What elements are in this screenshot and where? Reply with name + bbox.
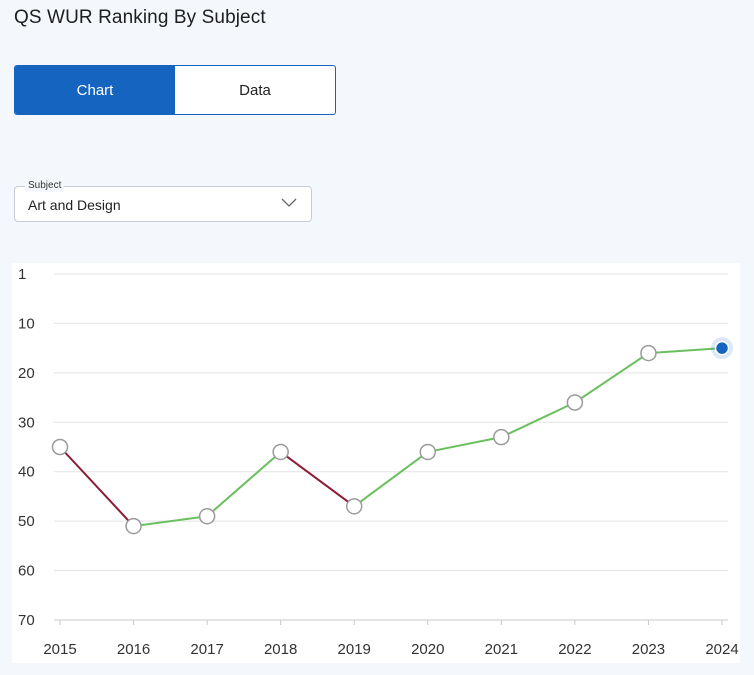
data-point <box>198 507 216 525</box>
x-tick-label: 2023 <box>632 641 665 658</box>
ranking-chart: 1 10 20 30 40 50 60 70 2015 2016 2017 2018 2019 2020 2… <box>12 263 740 663</box>
data-point <box>493 428 510 446</box>
data-point <box>125 517 142 535</box>
data-point <box>51 438 69 456</box>
x-tick-label: 2021 <box>485 641 518 658</box>
data-point <box>272 443 289 461</box>
page-title: QS WUR Ranking By Subject <box>14 7 266 28</box>
x-tick-label: 2015 <box>43 641 76 658</box>
declining-segment <box>280 451 355 508</box>
x-tick-label: 2017 <box>190 641 223 658</box>
improving-segment <box>206 451 282 517</box>
data-point <box>345 498 363 515</box>
subject-select[interactable]: Subject Art and Design <box>14 180 312 222</box>
x-tick-label: 2016 <box>117 641 150 658</box>
view-toggle: Chart Data <box>14 65 336 115</box>
y-tick-label: 70 <box>18 612 35 629</box>
improving-segment <box>500 401 576 439</box>
y-tick-label: 20 <box>18 365 35 382</box>
x-tick-label: 2022 <box>558 641 591 658</box>
x-tick-label: 2020 <box>411 641 444 658</box>
chart-tab-button[interactable]: Chart <box>15 66 175 114</box>
data-point-highlighted <box>714 340 730 356</box>
improving-segment <box>427 436 502 453</box>
declining-segment <box>59 446 135 527</box>
subject-select-value: Art and Design <box>28 197 121 213</box>
data-tab-button[interactable]: Data <box>239 81 271 99</box>
chart-svg: 1 10 20 30 40 50 60 70 2015 2016 2017 2018 2019 2020 2… <box>18 266 739 658</box>
x-tick-label: 2024 <box>705 641 738 658</box>
improving-segment <box>648 347 723 355</box>
chevron-down-icon <box>281 198 297 207</box>
data-point <box>640 344 657 362</box>
subject-select-label: Subject <box>25 180 65 192</box>
improving-segment <box>574 352 650 404</box>
data-point <box>419 443 437 461</box>
x-tick-label: 2019 <box>338 641 371 658</box>
x-tick-label: 2018 <box>264 641 297 658</box>
y-tick-label: 30 <box>18 414 35 431</box>
improving-segment <box>133 515 208 528</box>
y-tick-label: 40 <box>18 464 35 481</box>
y-tick-label: 10 <box>18 315 35 332</box>
y-tick-label: 60 <box>18 563 35 580</box>
data-point <box>566 394 584 411</box>
improving-segment <box>353 451 429 508</box>
y-tick-label: 1 <box>18 266 26 283</box>
y-tick-label: 50 <box>18 513 35 530</box>
